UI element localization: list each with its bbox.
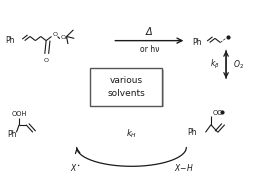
Text: Ph: Ph xyxy=(5,36,15,45)
Text: $k_{\beta}$: $k_{\beta}$ xyxy=(210,58,219,71)
Text: or hν: or hν xyxy=(139,45,159,54)
Text: Ph: Ph xyxy=(7,130,16,139)
Text: $k_H$: $k_H$ xyxy=(126,128,137,140)
Text: various
solvents: various solvents xyxy=(107,76,145,98)
Text: $O_2$: $O_2$ xyxy=(233,58,244,71)
Text: O: O xyxy=(61,35,65,40)
Text: OO: OO xyxy=(212,110,223,116)
Text: OOH: OOH xyxy=(12,111,27,117)
Text: Ph: Ph xyxy=(192,38,201,47)
Text: Δ: Δ xyxy=(146,27,153,37)
Text: O: O xyxy=(52,33,57,37)
Bar xyxy=(93,70,164,107)
Bar xyxy=(90,68,162,106)
Text: O: O xyxy=(43,58,48,63)
Text: $X^{\bullet}$: $X^{\bullet}$ xyxy=(70,162,81,173)
Text: Ph: Ph xyxy=(188,128,197,137)
Text: $X\!-\!H$: $X\!-\!H$ xyxy=(174,162,193,173)
